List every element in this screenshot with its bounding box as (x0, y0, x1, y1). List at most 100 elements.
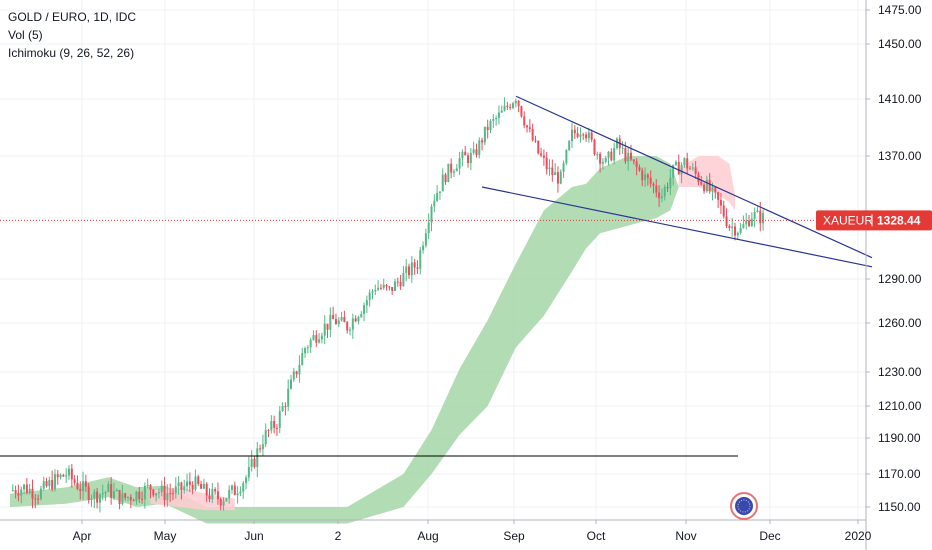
candle-body (607, 151, 610, 158)
candle-body (663, 187, 666, 197)
candle-body (483, 126, 486, 143)
candle-body (677, 161, 680, 175)
candle-body (748, 220, 751, 226)
price-tick-label: 1190.00 (878, 431, 921, 445)
price-tick-label: 1475.00 (878, 3, 922, 17)
candle-body (115, 489, 118, 492)
candle-body (37, 498, 40, 500)
candle-body (523, 116, 526, 126)
candle-body (447, 163, 450, 183)
candle-body (542, 155, 545, 158)
candle-body (211, 489, 214, 500)
candle-body (216, 491, 219, 500)
candle-body (756, 210, 759, 213)
candle-body (275, 427, 278, 429)
candle-body (467, 155, 470, 163)
candle-body (545, 157, 548, 170)
candle-body (599, 153, 602, 164)
candle-body (301, 353, 304, 366)
candle-body (329, 314, 332, 330)
candle-body (666, 187, 669, 189)
candle-body (73, 479, 76, 483)
cloud-bullish (10, 156, 679, 524)
candle-body (337, 320, 340, 325)
candle-body (722, 205, 725, 217)
candle-body (354, 318, 357, 322)
candle-body (444, 174, 447, 183)
time-tick-label: Oct (587, 529, 606, 543)
price-tick-label: 1210.00 (878, 399, 922, 413)
candle-body (129, 496, 132, 501)
candle-body (295, 371, 298, 375)
candle-body (135, 491, 138, 501)
candle-body (725, 216, 728, 226)
candle-body (452, 171, 455, 173)
candle-body (422, 245, 425, 251)
candle-body (689, 168, 692, 170)
candle-body (703, 184, 706, 192)
ichimoku-cloud (10, 156, 735, 524)
candle-body (146, 484, 149, 486)
candle-body (45, 481, 48, 487)
candle-body (259, 448, 262, 450)
symbol-title[interactable]: GOLD / EURO, 1D, IDC (8, 10, 137, 24)
candle-body (188, 481, 191, 485)
candle-body (20, 489, 23, 496)
candle-body (34, 498, 37, 500)
candle-body (141, 498, 144, 500)
price-tick-label: 1410.00 (878, 92, 922, 106)
candle-body (562, 163, 565, 172)
wedge-lower-trendline (481, 186, 873, 268)
ichimoku-indicator-label[interactable]: Ichimoku (9, 26, 52, 26) (8, 46, 135, 60)
price-axis[interactable]: 1150.00 1170.00 1190.00 1210.00 1230.00 1260.… (865, 0, 922, 550)
candle-body (90, 498, 93, 501)
candle-body (742, 224, 745, 228)
candle-body (357, 317, 360, 322)
candle-body (127, 496, 130, 498)
candle-body (537, 140, 540, 154)
candle-body (93, 491, 96, 499)
candle-body (674, 161, 677, 165)
candle-body (197, 476, 200, 484)
candle-body (205, 483, 208, 496)
candle-body (410, 262, 413, 276)
candle-body (436, 192, 439, 201)
candle-body (191, 484, 194, 490)
candle-body (174, 486, 177, 494)
candle-body (627, 152, 630, 162)
candle-body (441, 174, 444, 192)
candle-body (326, 323, 329, 330)
candle-body (391, 286, 394, 291)
candle-body (323, 323, 326, 336)
price-tick-label: 1260.00 (878, 316, 922, 330)
candle-body (84, 481, 87, 487)
candle-body (11, 489, 14, 491)
drawings[interactable] (0, 95, 873, 457)
candle-body (169, 493, 172, 495)
volume-indicator-label[interactable]: Vol (5) (8, 28, 43, 42)
candle-body (419, 250, 422, 269)
time-tick-label: 2020 (845, 529, 872, 543)
candle-body (393, 281, 396, 291)
candle-body (236, 493, 239, 496)
candle-body (163, 485, 166, 501)
candle-body (59, 474, 62, 478)
candle-body (475, 149, 478, 155)
candle-body (450, 163, 453, 173)
candle-body (214, 489, 217, 492)
time-axis[interactable]: Apr May Jun 2 Aug Sep Oct Nov Dec 2020 (0, 519, 872, 543)
chart-legend: GOLD / EURO, 1D, IDC Vol (5) Ichimoku (9… (8, 8, 136, 62)
candle-body (28, 488, 31, 493)
candle-body (349, 329, 352, 331)
candle-body (731, 226, 734, 228)
time-tick-label: Apr (73, 529, 92, 543)
candle-body (14, 489, 17, 494)
candle-body (590, 132, 593, 140)
candle-body (343, 317, 346, 323)
candle-body (717, 192, 720, 200)
candle-body (228, 489, 231, 499)
candle-body (582, 134, 585, 136)
candle-body (152, 489, 155, 496)
candle-body (281, 406, 284, 412)
